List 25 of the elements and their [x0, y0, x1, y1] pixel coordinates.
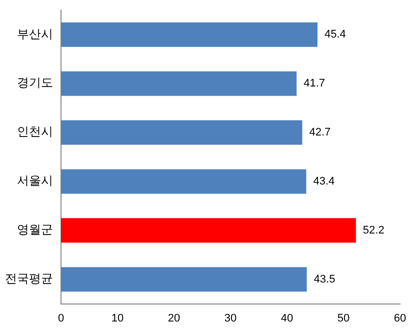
- x-tick-label: 40: [280, 312, 294, 324]
- y-tick-label: 서울시: [17, 174, 53, 188]
- data-label: 45.4: [324, 28, 346, 41]
- data-label: 43.5: [314, 273, 336, 286]
- y-tick-label: 전국평균: [5, 271, 53, 286]
- x-tick-label: 20: [168, 312, 180, 324]
- y-tick-label: 인천시: [17, 124, 53, 139]
- data-label: 43.4: [313, 176, 335, 188]
- x-tick-label: 50: [337, 312, 350, 324]
- x-tick-label: 10: [111, 312, 124, 324]
- y-tick-label: 부산시: [17, 26, 53, 41]
- bar: [61, 267, 307, 292]
- bar: [61, 22, 318, 47]
- bar: [61, 71, 297, 96]
- y-tick-label: 영월군: [17, 222, 53, 237]
- bar: [61, 218, 356, 243]
- y-tick-label: 경기도: [17, 76, 53, 90]
- data-label: 41.7: [304, 78, 326, 90]
- bar: [61, 120, 302, 145]
- x-tick-label: 30: [224, 312, 237, 324]
- bar: [61, 169, 306, 194]
- data-label: 42.7: [309, 126, 331, 139]
- data-label: 52.2: [362, 224, 384, 236]
- x-tick-label: 60: [394, 312, 406, 324]
- x-tick-label: 0: [58, 312, 64, 324]
